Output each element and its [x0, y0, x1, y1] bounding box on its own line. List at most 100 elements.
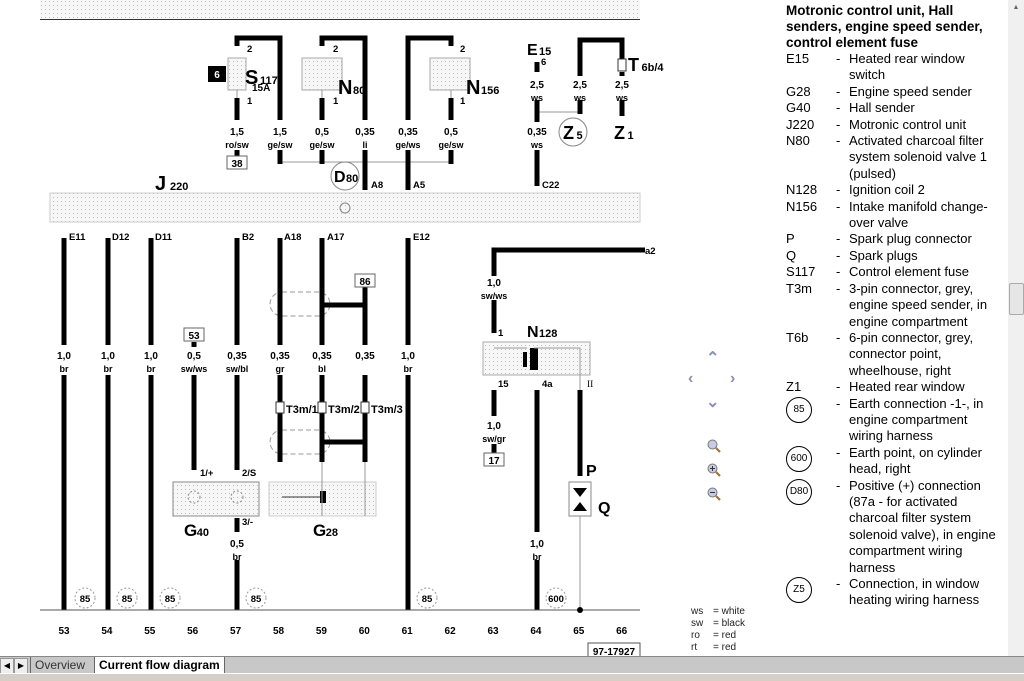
- pan-up-icon[interactable]: ⌃: [706, 350, 720, 367]
- n80-label: N: [338, 77, 352, 99]
- legend-code: Q: [786, 247, 797, 263]
- connector-icon: [317, 401, 327, 414]
- tab-current-flow-diagram[interactable]: Current flow diagram: [94, 657, 225, 673]
- earth-point-icon[interactable]: [159, 587, 181, 609]
- legend-entry: P - Spark plug connector: [786, 231, 1004, 247]
- d80-number: 80: [346, 173, 358, 185]
- fuse-number-box: [208, 66, 226, 82]
- earth-point-icon[interactable]: [74, 587, 96, 609]
- navigation-controls: ⌃ ‹ › ⌄: [688, 348, 744, 508]
- j220-box[interactable]: [49, 192, 641, 223]
- reference-box[interactable]: [354, 273, 376, 288]
- zoom-out-icon[interactable]: [707, 487, 721, 501]
- wire-color-label: ws: [530, 93, 543, 103]
- earth-point-label: 85: [251, 594, 262, 605]
- earth-point-icon[interactable]: [545, 587, 567, 609]
- wire-color-label: ge/sw: [438, 140, 464, 150]
- t6b-label: T: [628, 55, 639, 75]
- legend-symbol-circle: Z5: [786, 577, 812, 603]
- j220-label: J: [155, 173, 166, 195]
- color-code-row: ws = white: [691, 606, 745, 617]
- pan-left-icon[interactable]: ‹: [688, 370, 694, 387]
- legend-dash: -: [836, 231, 841, 247]
- tab-overview[interactable]: Overview: [30, 657, 89, 673]
- legend-dash: -: [836, 379, 841, 395]
- legend-dash: -: [836, 83, 841, 99]
- color-code-row: sw = black: [691, 618, 745, 629]
- legend-symbol-circle: 600: [786, 445, 812, 472]
- wire-gauge-label: 0,35: [270, 351, 290, 362]
- color-name: red: [721, 642, 737, 653]
- wire-color-label: ro/sw: [225, 140, 250, 150]
- n156-box: [429, 57, 471, 91]
- vertical-scrollbar[interactable]: ▲: [1008, 0, 1024, 656]
- pin-label: A8: [371, 180, 383, 191]
- color-abbr: ws: [691, 606, 704, 617]
- legend-description: Heated rear window: [849, 379, 965, 395]
- wire-color-label: br: [60, 364, 69, 374]
- t6b-number: 6b/4: [642, 62, 665, 74]
- connector-icon: [617, 58, 627, 72]
- wire-gauge-label: 1,0: [144, 351, 158, 362]
- color-name: black: [721, 618, 745, 629]
- legend-dash: -: [836, 576, 841, 591]
- wire-color-label: gr: [276, 364, 285, 374]
- legend-description: Intake manifold change-over valve: [849, 198, 988, 231]
- earth-point-icon[interactable]: [416, 587, 438, 609]
- legend-description: Engine speed sender: [849, 83, 972, 99]
- n156-label: N: [466, 77, 480, 99]
- wire-gauge-label: 2,5: [573, 80, 587, 91]
- reference-box[interactable]: [183, 327, 205, 342]
- legend-dash: -: [836, 51, 841, 66]
- wire-color-label: br: [533, 552, 542, 562]
- pin-label: 1: [498, 328, 504, 339]
- legend-description: Heated rear window switch: [849, 51, 965, 83]
- color-abbr: rt: [691, 642, 698, 653]
- wire-gauge-label: 2,5: [615, 80, 629, 91]
- legend-code: N156: [786, 198, 818, 214]
- pin-label: 1/+: [200, 468, 214, 479]
- drawing-number: 97-17927: [593, 647, 636, 656]
- color-name: white: [721, 606, 745, 617]
- pan-down-icon[interactable]: ⌄: [706, 394, 720, 411]
- legend-entry: Z5 - Connection, in window heating wiring …: [786, 576, 1004, 609]
- earth-point-label: 85: [80, 594, 91, 605]
- earth-point-icon[interactable]: [116, 587, 138, 609]
- wire-gauge-label: 1,0: [487, 421, 501, 432]
- legend-entry: Z1 - Heated rear window: [786, 379, 1004, 395]
- g40-number: 40: [197, 527, 209, 539]
- color-abbr: ro: [691, 630, 700, 641]
- legend-entry: J220 - Motronic control unit: [786, 117, 1004, 133]
- legend-dash: -: [836, 477, 841, 493]
- reference-box[interactable]: [226, 155, 248, 170]
- legend-description: 3-pin connector, grey, engine speed send…: [849, 280, 988, 329]
- legend-entry: S117 - Control element fuse: [786, 264, 1004, 280]
- earth-point-icon[interactable]: [245, 587, 267, 609]
- wire-gauge-label: 0,35: [312, 351, 332, 362]
- legend-entry: N128 - Ignition coil 2: [786, 182, 1004, 198]
- wire-gauge-label: 1,0: [530, 539, 544, 550]
- zoom-fit-icon[interactable]: [707, 439, 721, 453]
- column-number: 65: [573, 626, 585, 637]
- column-number: 59: [316, 626, 328, 637]
- scroll-up-icon[interactable]: ▲: [1012, 4, 1020, 11]
- wire-color-label: br: [147, 364, 156, 374]
- tab-scroll-left-icon[interactable]: ◀: [0, 658, 14, 674]
- legend-symbol-circle: D80: [786, 478, 812, 505]
- scrollbar-thumb[interactable]: [1009, 283, 1024, 315]
- legend-panel: Motronic control unit, Hall senders, eng…: [786, 3, 1004, 609]
- legend-dash: -: [836, 264, 841, 280]
- tab-scroll-right-icon[interactable]: ▶: [14, 658, 28, 674]
- legend-description: Spark plug connector: [849, 231, 972, 247]
- pan-right-icon[interactable]: ›: [730, 370, 736, 387]
- legend-code: S117: [786, 264, 816, 280]
- reference-box[interactable]: [483, 452, 505, 467]
- reference-number: 86: [359, 277, 371, 288]
- zoom-in-icon[interactable]: [707, 463, 721, 477]
- wire-color-label: sw/ws: [181, 364, 208, 374]
- pin-label: C22: [542, 180, 559, 191]
- wire-gauge-label: 2,5: [530, 80, 544, 91]
- legend-code: Z1: [786, 379, 802, 395]
- column-number: 56: [187, 626, 199, 637]
- wire-color-label: li: [362, 140, 367, 150]
